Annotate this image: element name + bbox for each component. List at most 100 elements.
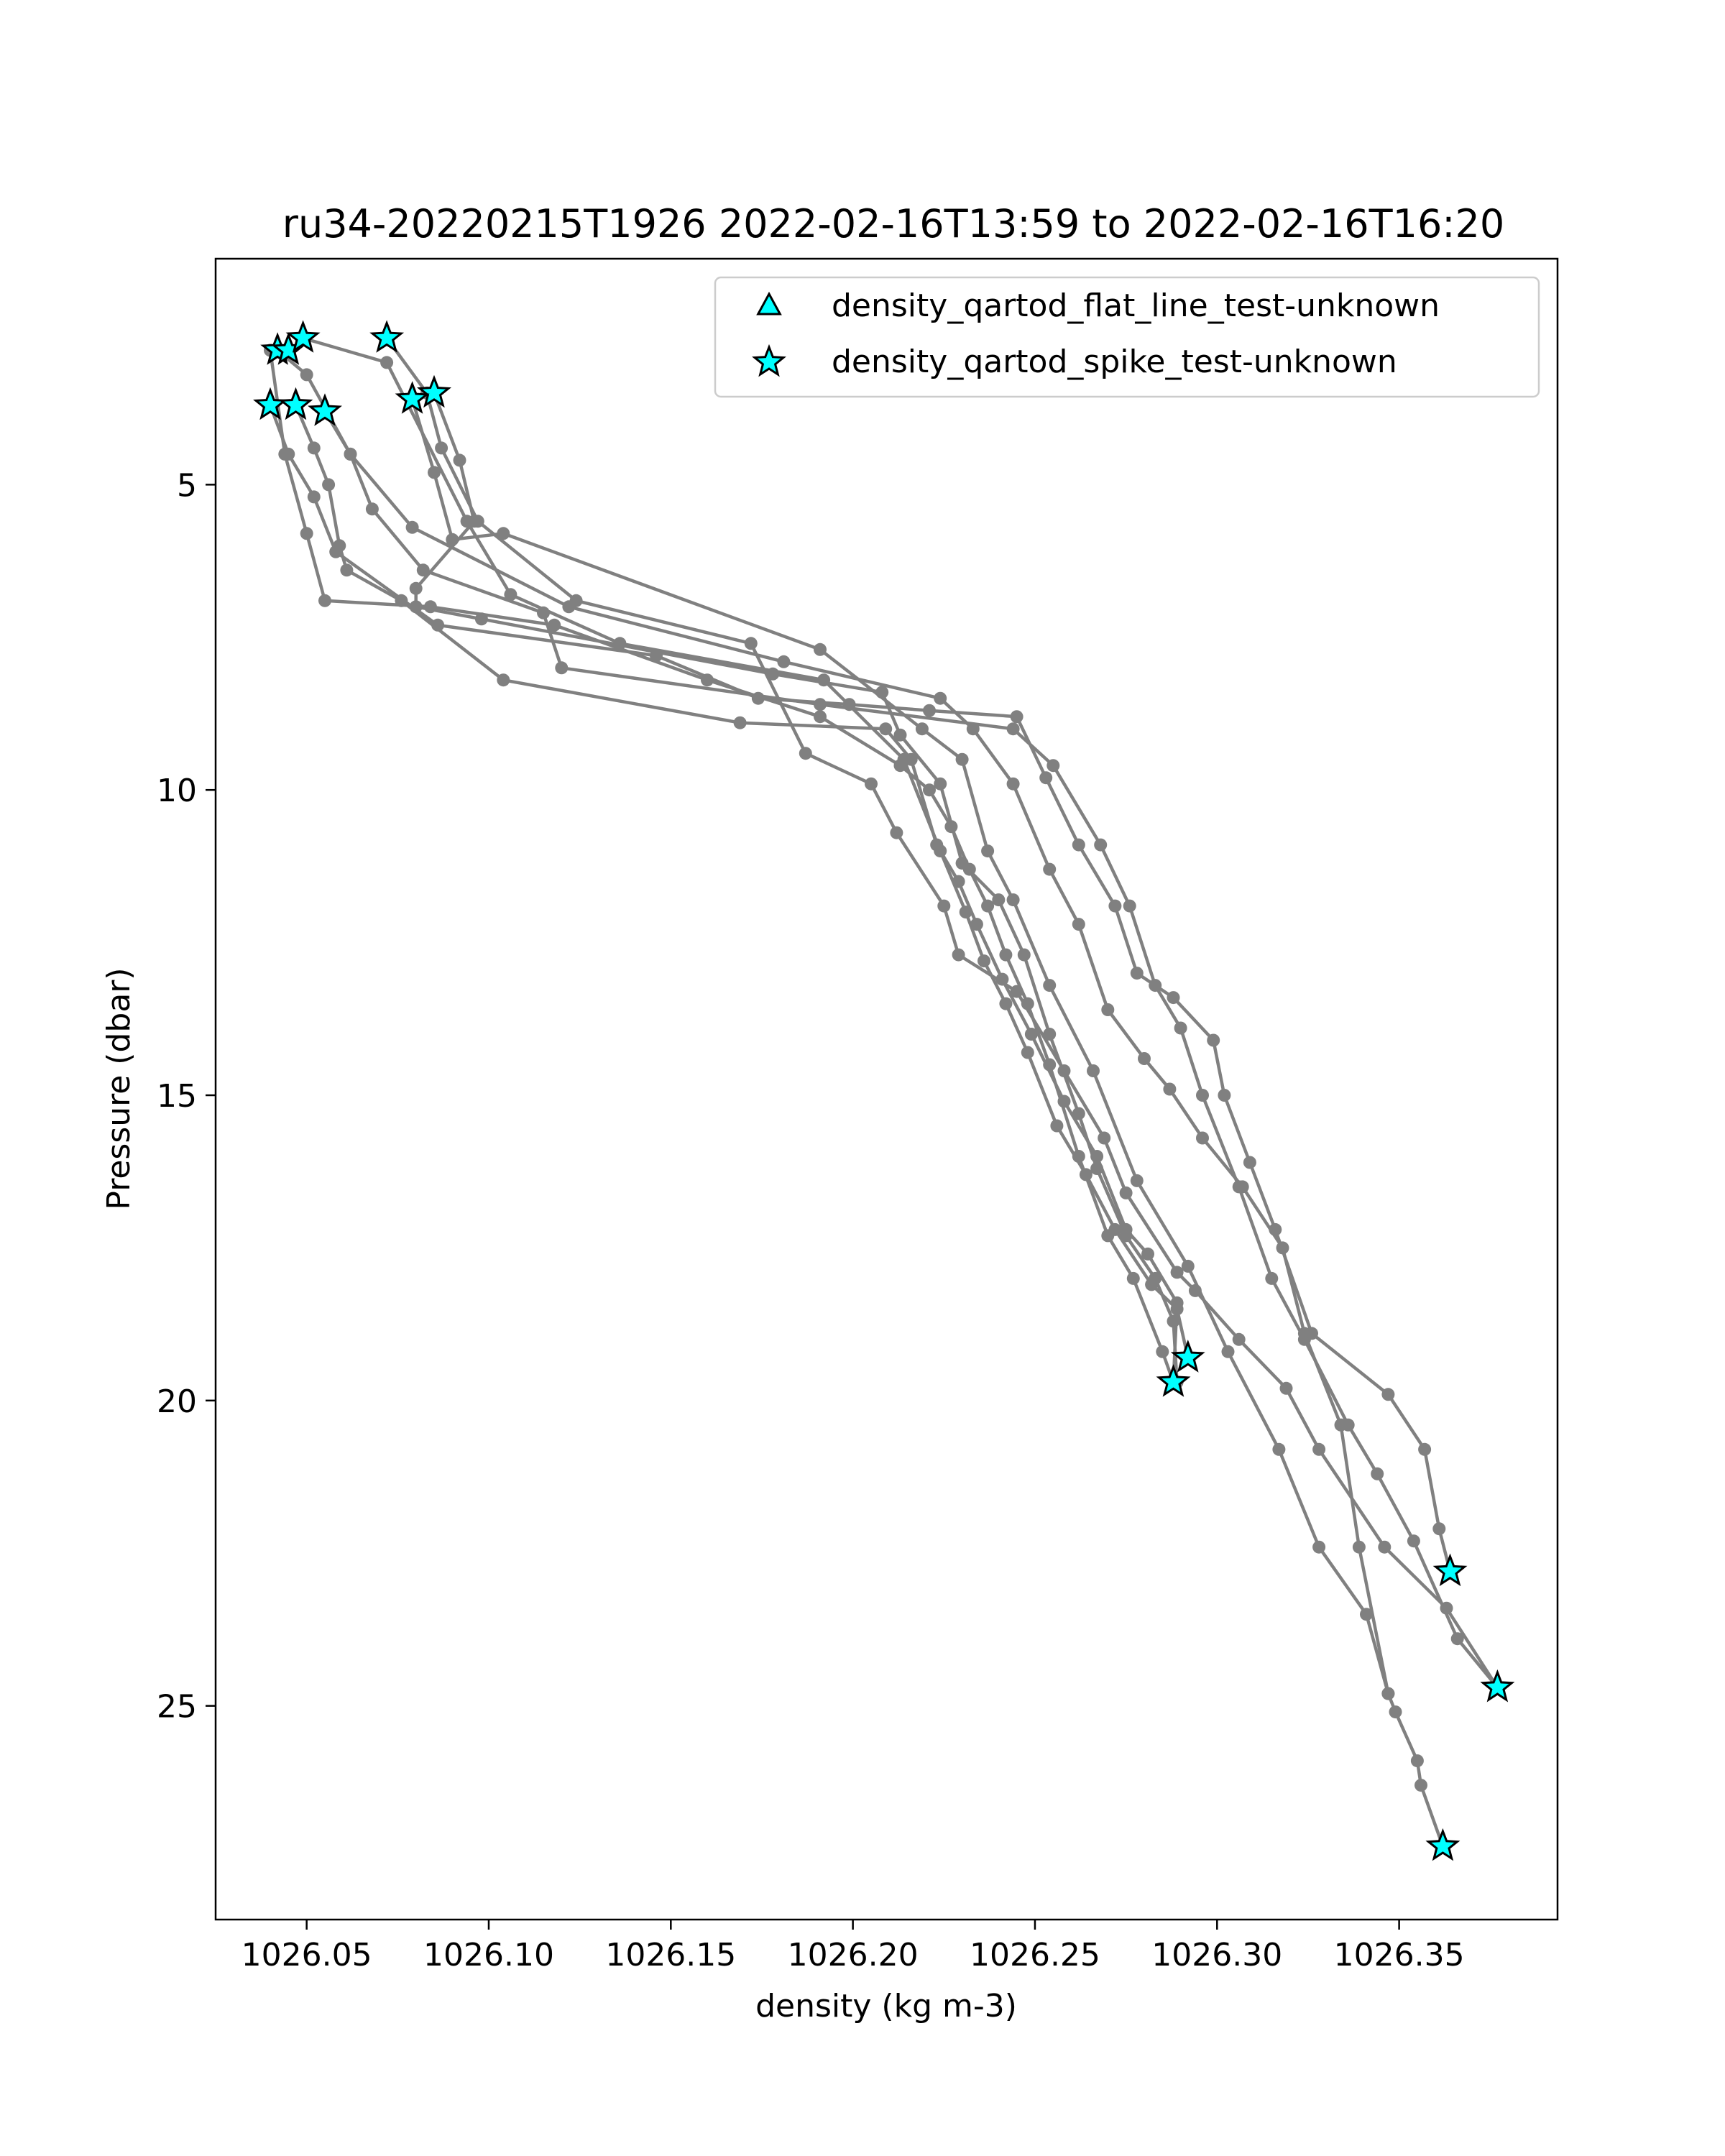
x-tick-label: 1026.15: [605, 1937, 736, 1973]
profile-point: [1381, 1687, 1395, 1700]
profile-point: [814, 698, 827, 711]
profile-point: [1010, 985, 1024, 998]
profile-point: [1371, 1467, 1384, 1480]
profile-point: [1279, 1381, 1293, 1395]
profile-point: [1108, 899, 1122, 913]
profile-point: [1021, 1046, 1034, 1059]
profile-point: [504, 588, 518, 602]
profile-point: [1141, 1247, 1154, 1261]
profile-point: [1243, 1156, 1256, 1169]
profile-point: [1181, 1259, 1195, 1273]
profile-point: [1196, 1131, 1209, 1145]
profile-point: [1167, 991, 1180, 1005]
profile-point: [1024, 1028, 1038, 1041]
profile-point: [992, 893, 1006, 907]
profile-point: [1265, 1271, 1279, 1285]
profile-point: [865, 777, 878, 791]
profile-point: [1414, 1779, 1427, 1792]
profile-point: [300, 527, 313, 540]
profile-point: [893, 728, 907, 742]
x-tick-label: 1026.30: [1151, 1937, 1282, 1973]
profile-point: [1432, 1522, 1446, 1536]
profile-line: [323, 410, 1499, 1689]
profile-point: [744, 637, 758, 650]
spike-test-marker: [417, 374, 451, 408]
legend-label-flat-line-test: density_qartod_flat_line_test-unknown: [832, 287, 1440, 324]
profile-point: [344, 447, 357, 461]
profile-point: [431, 618, 445, 632]
profile-point: [1312, 1540, 1326, 1554]
y-axis-label: Pressure (dbar): [101, 967, 137, 1210]
profile-point: [1170, 1296, 1184, 1309]
legend-box: [714, 276, 1540, 398]
legend-label-spike-test: density_qartod_spike_test-unknown: [832, 344, 1397, 380]
y-tick-label: 10: [157, 773, 197, 809]
profile-point: [934, 777, 947, 791]
profile-point: [1094, 838, 1108, 852]
spike-test-marker: [395, 381, 430, 414]
profile-point: [497, 673, 510, 687]
spike-test-marker: [308, 393, 342, 426]
profile-point: [497, 527, 510, 540]
profile-point: [300, 368, 313, 382]
y-tick-label: 25: [157, 1689, 197, 1726]
profile-point: [537, 606, 550, 619]
profile-point: [1006, 777, 1020, 791]
profile-point: [1050, 1119, 1064, 1133]
profile-point: [318, 594, 331, 607]
profile-point: [842, 698, 856, 711]
profile-point: [1389, 1705, 1402, 1719]
profile-point: [1072, 918, 1085, 931]
marker-layer: [253, 320, 1515, 1861]
series-layer: [264, 331, 1504, 1853]
profile-point: [937, 899, 951, 913]
profile-point: [1043, 1028, 1057, 1041]
profile-point: [904, 752, 918, 766]
legend-star-marker: [752, 344, 786, 377]
spike-test-marker: [369, 320, 405, 353]
profile-point: [1108, 1222, 1122, 1236]
profile-point: [814, 710, 827, 724]
profile-point: [1174, 1021, 1187, 1035]
profile-point: [1207, 1033, 1220, 1047]
profile-point: [329, 545, 343, 558]
profile-point: [915, 722, 929, 736]
y-tick-label: 5: [177, 467, 197, 504]
profile-point: [1232, 1332, 1246, 1346]
y-tick-label: 20: [157, 1383, 197, 1420]
profile-point: [814, 642, 827, 656]
x-tick-label: 1026.10: [423, 1937, 554, 1973]
profile-point: [766, 667, 780, 681]
profile-point: [282, 447, 295, 461]
profile-point: [380, 356, 394, 369]
profile-point: [1305, 1327, 1318, 1340]
profile-point: [879, 722, 893, 736]
profile-point: [934, 691, 947, 705]
x-tick-label: 1026.20: [788, 1937, 919, 1973]
profile-point: [1130, 1174, 1144, 1187]
profile-point: [995, 972, 1009, 986]
profile-point: [799, 747, 812, 760]
chart-title: ru34-20220215T1926 2022-02-16T13:59 to 2…: [282, 201, 1504, 247]
profile-point: [1149, 1271, 1162, 1285]
profile-point: [955, 752, 969, 766]
profile-point: [1218, 1089, 1231, 1102]
profile-line: [410, 398, 1390, 1695]
profile-point: [777, 655, 791, 668]
profile-point: [1046, 759, 1060, 773]
profile-point: [1221, 1345, 1235, 1358]
profile-point: [890, 826, 903, 839]
profile-point: [1407, 1534, 1420, 1548]
profile-point: [1119, 1222, 1133, 1236]
profile-point: [1138, 1052, 1151, 1065]
profile-point: [365, 502, 379, 516]
y-tick-label: 15: [157, 1078, 197, 1115]
profile-point: [1126, 1271, 1140, 1285]
plot-frame: [214, 257, 1559, 1921]
profile-point: [1123, 899, 1136, 913]
profile-point: [1450, 1632, 1464, 1646]
profile-point: [416, 563, 430, 577]
profile-point: [307, 490, 321, 504]
profile-point: [340, 563, 354, 577]
profile-point: [1072, 1107, 1085, 1120]
